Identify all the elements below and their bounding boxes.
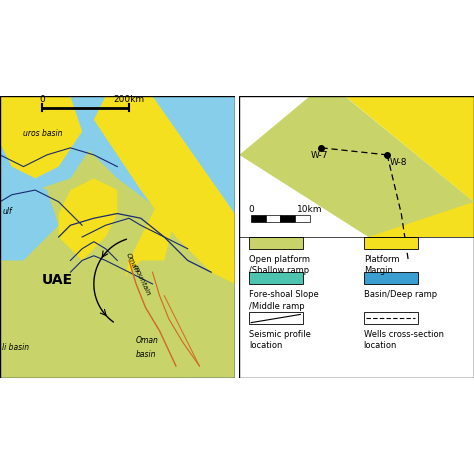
Polygon shape (0, 96, 235, 378)
Text: 200km: 200km (113, 95, 145, 104)
Text: 0: 0 (248, 205, 254, 214)
Polygon shape (368, 202, 474, 237)
Bar (281, 215, 295, 222)
Text: Seismic profile: Seismic profile (249, 330, 310, 339)
Polygon shape (0, 96, 235, 378)
Polygon shape (239, 96, 310, 155)
Text: W-7: W-7 (310, 151, 328, 160)
Text: W-8: W-8 (390, 158, 407, 167)
Text: mountain: mountain (131, 264, 151, 297)
Bar (364, 272, 418, 284)
Polygon shape (0, 178, 59, 261)
Bar (266, 215, 281, 222)
Polygon shape (94, 261, 211, 378)
Text: Oman: Oman (136, 336, 159, 345)
Polygon shape (117, 190, 176, 308)
Polygon shape (0, 96, 94, 190)
Polygon shape (239, 96, 474, 237)
Text: 0: 0 (39, 95, 45, 104)
Text: /Middle ramp: /Middle ramp (249, 301, 304, 310)
Text: Wells cross-section: Wells cross-section (364, 330, 444, 339)
Bar (249, 312, 303, 324)
Text: Fore-shoal Slope: Fore-shoal Slope (249, 290, 319, 299)
Text: Oman: Oman (124, 252, 139, 273)
Text: basin: basin (136, 350, 156, 359)
Polygon shape (94, 96, 235, 284)
Polygon shape (0, 96, 82, 178)
Polygon shape (0, 237, 106, 378)
Polygon shape (239, 96, 474, 378)
Text: /Shallow ramp: /Shallow ramp (249, 266, 309, 275)
Polygon shape (59, 178, 117, 261)
Text: location: location (249, 341, 282, 350)
Bar (249, 237, 303, 249)
Text: location: location (364, 341, 397, 350)
Polygon shape (345, 96, 474, 202)
Text: Open platform: Open platform (249, 255, 310, 264)
Bar (295, 215, 310, 222)
Bar (364, 237, 418, 249)
Bar (364, 312, 418, 324)
Text: uros basin: uros basin (23, 129, 63, 138)
Text: 10km: 10km (297, 205, 322, 214)
Text: UAE: UAE (42, 273, 73, 287)
Bar (251, 215, 266, 222)
Text: Basin/Deep ramp: Basin/Deep ramp (364, 290, 437, 299)
Polygon shape (117, 96, 235, 190)
Text: li basin: li basin (2, 343, 29, 352)
Bar (249, 272, 303, 284)
Text: Margin: Margin (364, 266, 392, 275)
Text: Platform: Platform (364, 255, 399, 264)
Text: ulf: ulf (2, 207, 12, 216)
